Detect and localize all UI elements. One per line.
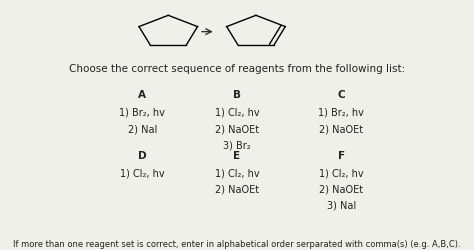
Text: 2) NaI: 2) NaI — [128, 124, 157, 134]
Text: 1) Br₂, hv: 1) Br₂, hv — [119, 108, 165, 118]
Text: E: E — [233, 150, 241, 160]
Text: 1) Cl₂, hv: 1) Cl₂, hv — [215, 168, 259, 177]
Text: 1) Cl₂, hv: 1) Cl₂, hv — [120, 168, 164, 177]
Text: 2) NaOEt: 2) NaOEt — [215, 124, 259, 134]
Text: 1) Cl₂, hv: 1) Cl₂, hv — [215, 108, 259, 118]
Text: 2) NaOEt: 2) NaOEt — [319, 124, 364, 134]
Text: D: D — [138, 150, 146, 160]
Text: C: C — [337, 90, 345, 100]
Text: F: F — [337, 150, 345, 160]
Text: Choose the correct sequence of reagents from the following list:: Choose the correct sequence of reagents … — [69, 64, 405, 74]
Text: B: B — [233, 90, 241, 100]
Text: 3) Br₂: 3) Br₂ — [223, 140, 251, 150]
Text: 3) NaI: 3) NaI — [327, 200, 356, 210]
Text: If more than one reagent set is correct, enter in alphabetical order serparated : If more than one reagent set is correct,… — [13, 239, 461, 248]
Text: 1) Br₂, hv: 1) Br₂, hv — [319, 108, 364, 118]
Text: A: A — [138, 90, 146, 100]
Text: 2) NaOEt: 2) NaOEt — [319, 184, 364, 194]
Text: 2) NaOEt: 2) NaOEt — [215, 184, 259, 194]
Text: 1) Cl₂, hv: 1) Cl₂, hv — [319, 168, 364, 177]
